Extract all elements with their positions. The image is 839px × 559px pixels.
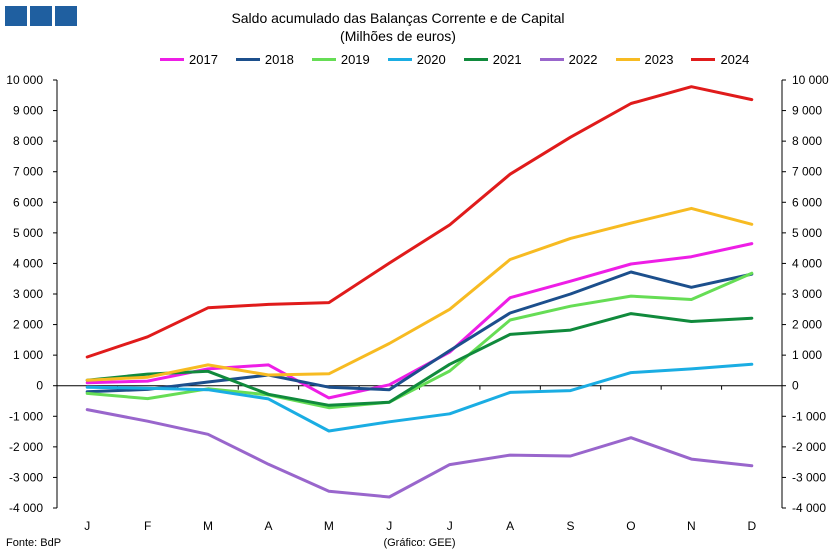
series-line-2023 xyxy=(85,206,754,382)
x-tick-label: M xyxy=(203,519,213,533)
legend-item-2018: 2018 xyxy=(235,52,294,67)
series-line-2020 xyxy=(85,362,754,433)
y-tick-label-right: 2 000 xyxy=(792,318,822,332)
legend-label: 2017 xyxy=(189,52,218,67)
legend-label: 2022 xyxy=(568,52,598,67)
legend-swatch xyxy=(615,58,640,61)
series-line-2019 xyxy=(85,271,754,410)
y-tick-label-left: 10 000 xyxy=(6,73,43,87)
y-tick-label-right: 5 000 xyxy=(792,226,822,240)
legend-swatch xyxy=(463,58,488,61)
x-tick-label: A xyxy=(506,519,514,533)
credit-note: (Gráfico: GEE) xyxy=(383,537,456,549)
y-tick-label-left: 7 000 xyxy=(13,165,43,179)
y-tick-label-right: 9 000 xyxy=(792,104,822,118)
x-tick-label: J xyxy=(447,519,453,533)
logo xyxy=(5,6,77,26)
legend-swatch xyxy=(311,58,336,61)
y-tick-label-right: -1 000 xyxy=(792,409,826,423)
y-tick-label-right: -4 000 xyxy=(792,501,826,515)
y-tick-label-left: 6 000 xyxy=(13,195,43,209)
series-line-2018 xyxy=(85,270,754,394)
legend-label: 2021 xyxy=(492,52,522,67)
x-tick-label: J xyxy=(386,519,392,533)
y-tick-label-left: 0 xyxy=(36,379,43,393)
legend-item-2021: 2021 xyxy=(463,52,522,67)
series-line-2017 xyxy=(85,242,754,400)
x-tick-label: N xyxy=(687,519,696,533)
chart-legend: 2017 2018 2019 2020 2021 2022 2023 2024 xyxy=(160,52,767,67)
legend-label: 2018 xyxy=(264,52,294,67)
x-tick-label: D xyxy=(747,519,756,533)
y-tick-label-right: 4 000 xyxy=(792,256,822,270)
legend-swatch xyxy=(691,58,716,61)
chart-title-line1: Saldo acumulado das Balanças Corrente e … xyxy=(231,10,565,26)
y-tick-label-right: -3 000 xyxy=(792,470,826,484)
legend-item-2017: 2017 xyxy=(160,52,218,67)
legend-item-2019: 2019 xyxy=(311,52,370,67)
legend-label: 2019 xyxy=(340,52,370,67)
series-line-2024 xyxy=(85,85,754,359)
chart-title: Saldo acumulado das Balanças Corrente e … xyxy=(0,9,796,45)
y-tick-label-right: 3 000 xyxy=(792,287,822,301)
y-tick-label-left: 3 000 xyxy=(13,287,43,301)
y-tick-label-right: 8 000 xyxy=(792,134,822,148)
legend-swatch xyxy=(539,58,564,61)
legend-item-2020: 2020 xyxy=(387,52,446,67)
legend-swatch xyxy=(160,58,184,61)
legend-label: 2020 xyxy=(416,52,446,67)
x-tick-label: S xyxy=(567,519,575,533)
series-line-2022 xyxy=(85,408,754,499)
y-tick-label-left: 5 000 xyxy=(13,226,43,240)
legend-swatch xyxy=(235,58,260,61)
x-tick-label: O xyxy=(626,519,635,533)
legend-item-2022: 2022 xyxy=(539,52,598,67)
logo-square xyxy=(55,6,77,26)
logo-square xyxy=(30,6,52,26)
y-tick-label-left: 2 000 xyxy=(13,318,43,332)
chart-title-line2: (Milhões de euros) xyxy=(340,28,456,44)
y-tick-label-right: 6 000 xyxy=(792,195,822,209)
legend-item-2023: 2023 xyxy=(615,52,674,67)
y-tick-label-left: 1 000 xyxy=(13,348,43,362)
x-tick-label: J xyxy=(84,519,90,533)
legend-label: 2024 xyxy=(720,52,750,67)
x-tick-label: F xyxy=(144,519,151,533)
y-tick-label-right: 1 000 xyxy=(792,348,822,362)
y-tick-label-right: -2 000 xyxy=(792,440,826,454)
x-tick-label: A xyxy=(264,519,272,533)
y-tick-label-right: 0 xyxy=(792,379,799,393)
x-tick-label: M xyxy=(324,519,334,533)
logo-square xyxy=(5,6,27,26)
y-tick-label-left: -4 000 xyxy=(9,501,43,515)
y-tick-label-left: -1 000 xyxy=(9,409,43,423)
series-line-2021 xyxy=(85,312,754,407)
y-tick-label-left: 9 000 xyxy=(13,104,43,118)
legend-swatch xyxy=(387,58,412,61)
y-tick-label-right: 10 000 xyxy=(792,73,829,87)
y-tick-label-left: 8 000 xyxy=(13,134,43,148)
y-tick-label-left: 4 000 xyxy=(13,256,43,270)
legend-label: 2023 xyxy=(644,52,674,67)
y-tick-label-left: -3 000 xyxy=(9,470,43,484)
legend-item-2024: 2024 xyxy=(691,52,749,67)
y-tick-label-left: -2 000 xyxy=(9,440,43,454)
source-note: Fonte: BdP xyxy=(6,537,62,549)
y-tick-label-right: 7 000 xyxy=(792,165,822,179)
